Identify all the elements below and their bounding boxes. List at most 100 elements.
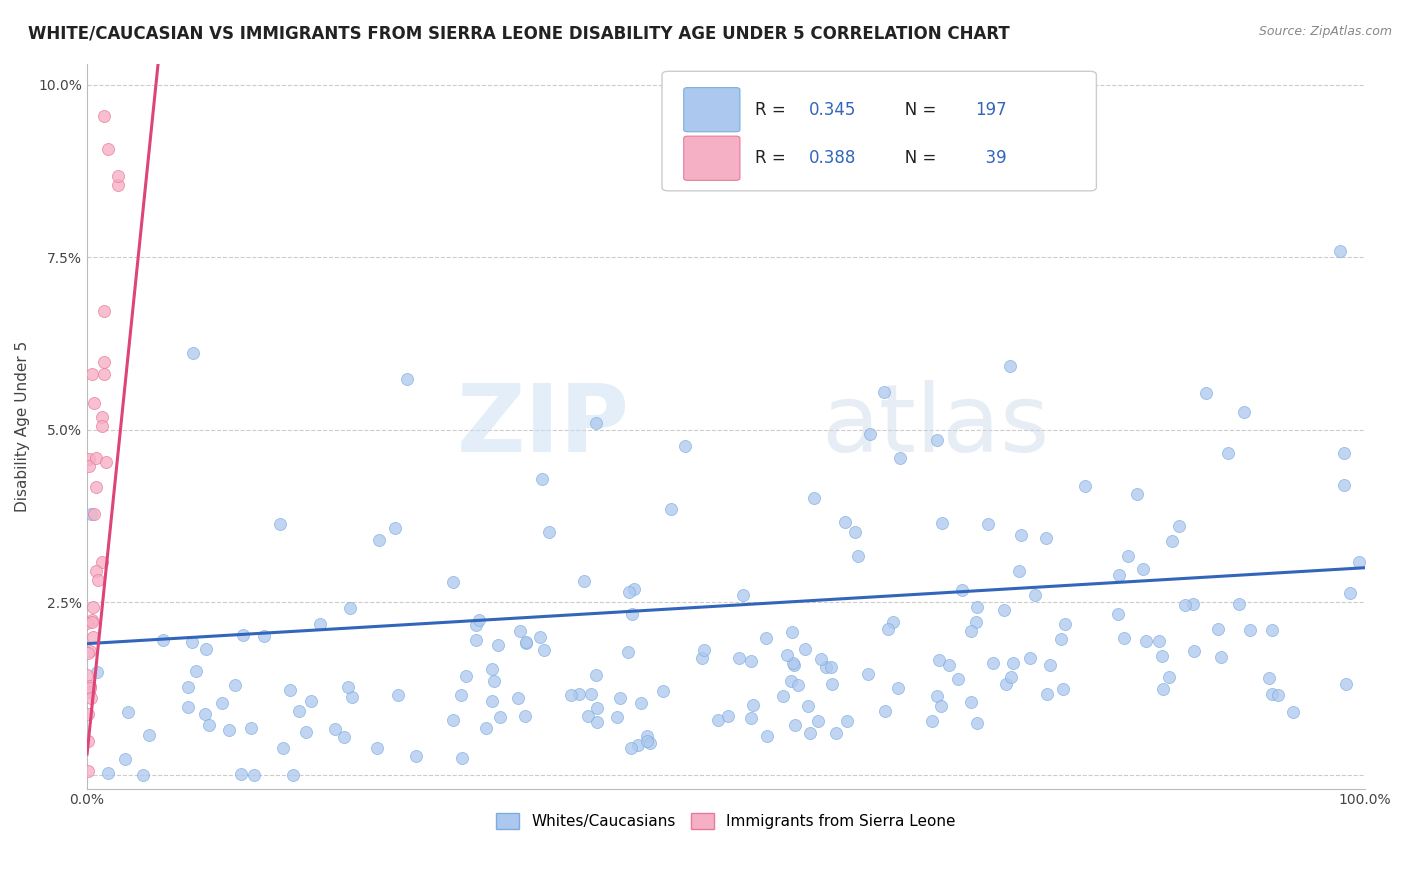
Point bbox=[309, 617, 332, 632]
Point bbox=[585, 715, 607, 730]
FancyBboxPatch shape bbox=[683, 136, 740, 180]
Point bbox=[938, 658, 960, 673]
Point bbox=[1182, 643, 1205, 657]
Point bbox=[620, 607, 643, 621]
Point bbox=[484, 674, 506, 689]
Point bbox=[1218, 446, 1240, 460]
Point bbox=[859, 427, 882, 442]
Point bbox=[783, 657, 806, 672]
Point bbox=[755, 729, 778, 743]
Point bbox=[333, 730, 356, 744]
Point bbox=[846, 549, 869, 563]
Point bbox=[1019, 651, 1042, 665]
Point bbox=[1194, 385, 1216, 400]
Point bbox=[342, 690, 364, 705]
Point bbox=[93, 367, 115, 381]
Point bbox=[87, 573, 110, 587]
Text: R =: R = bbox=[755, 101, 792, 119]
Point bbox=[538, 524, 561, 539]
Point bbox=[87, 43, 110, 57]
Point bbox=[1206, 623, 1229, 637]
Point bbox=[281, 768, 304, 782]
Point bbox=[77, 458, 100, 473]
Point bbox=[515, 634, 537, 648]
Y-axis label: Disability Age Under 5: Disability Age Under 5 bbox=[15, 341, 30, 512]
Point bbox=[1074, 479, 1097, 493]
Point bbox=[396, 372, 419, 386]
Point bbox=[1024, 588, 1046, 602]
Point bbox=[515, 635, 537, 649]
Point bbox=[1333, 446, 1355, 460]
Point bbox=[456, 669, 478, 683]
Point bbox=[80, 613, 103, 627]
Point bbox=[835, 714, 858, 728]
Point bbox=[707, 713, 730, 727]
Point bbox=[889, 450, 911, 465]
Point bbox=[928, 652, 950, 666]
Point bbox=[183, 345, 205, 359]
Point bbox=[278, 683, 301, 698]
Point bbox=[97, 142, 120, 156]
Point bbox=[269, 517, 291, 532]
Point bbox=[194, 707, 217, 722]
Point bbox=[1116, 549, 1139, 563]
Point bbox=[1053, 617, 1076, 632]
Point bbox=[107, 169, 129, 183]
FancyBboxPatch shape bbox=[662, 71, 1097, 191]
Point bbox=[80, 691, 103, 706]
Point bbox=[946, 672, 969, 686]
Point bbox=[925, 690, 948, 704]
Point bbox=[91, 418, 114, 433]
Text: atlas: atlas bbox=[821, 380, 1050, 472]
Point bbox=[877, 622, 900, 636]
Point bbox=[959, 695, 981, 709]
Point bbox=[79, 644, 101, 658]
Point bbox=[636, 734, 658, 748]
Point bbox=[481, 662, 503, 676]
Point bbox=[83, 395, 105, 409]
Point bbox=[294, 725, 316, 739]
Text: Source: ZipAtlas.com: Source: ZipAtlas.com bbox=[1258, 25, 1392, 38]
Point bbox=[90, 410, 112, 425]
Point bbox=[560, 688, 582, 702]
Point bbox=[1167, 519, 1189, 533]
Point bbox=[132, 768, 155, 782]
Point bbox=[79, 679, 101, 693]
Point bbox=[623, 582, 645, 596]
Point bbox=[506, 690, 529, 705]
Point bbox=[585, 416, 607, 430]
Point bbox=[529, 630, 551, 644]
Point bbox=[690, 651, 713, 665]
Point bbox=[787, 678, 810, 692]
Point bbox=[776, 648, 799, 662]
Point bbox=[886, 681, 908, 695]
Point bbox=[1267, 688, 1289, 702]
Point bbox=[93, 354, 115, 368]
Point bbox=[1347, 556, 1369, 570]
Point bbox=[1035, 532, 1057, 546]
Point bbox=[488, 710, 510, 724]
Point bbox=[93, 110, 115, 124]
Point bbox=[1135, 634, 1157, 648]
Point bbox=[118, 43, 141, 57]
Point bbox=[1157, 670, 1180, 684]
Point bbox=[977, 516, 1000, 531]
Point bbox=[84, 564, 107, 578]
Point bbox=[626, 738, 648, 752]
Point bbox=[820, 659, 842, 673]
Point bbox=[1010, 528, 1032, 542]
Point bbox=[1152, 649, 1174, 664]
Point bbox=[966, 716, 988, 731]
Point bbox=[755, 631, 778, 645]
Text: R =: R = bbox=[755, 149, 792, 167]
Text: WHITE/CAUCASIAN VS IMMIGRANTS FROM SIERRA LEONE DISABILITY AGE UNDER 5 CORRELATI: WHITE/CAUCASIAN VS IMMIGRANTS FROM SIERR… bbox=[28, 25, 1010, 43]
Point bbox=[586, 701, 609, 715]
Point bbox=[824, 726, 846, 740]
Point bbox=[810, 652, 832, 666]
Point bbox=[1036, 687, 1059, 701]
Legend: Whites/Caucasians, Immigrants from Sierra Leone: Whites/Caucasians, Immigrants from Sierr… bbox=[491, 807, 962, 835]
Point bbox=[77, 706, 100, 721]
Point bbox=[568, 687, 591, 701]
Point bbox=[84, 480, 107, 494]
Text: N =: N = bbox=[890, 101, 942, 119]
